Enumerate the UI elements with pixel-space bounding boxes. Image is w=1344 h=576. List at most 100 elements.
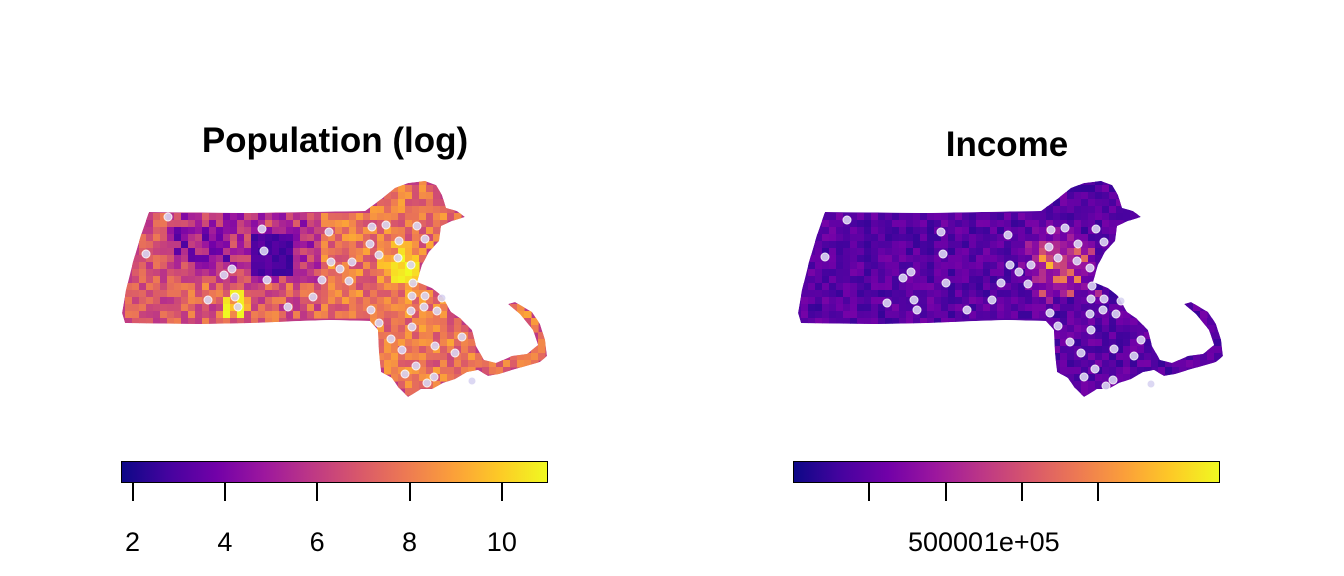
- town-region: [223, 241, 231, 249]
- town-region: [1193, 353, 1201, 361]
- town-region: [265, 269, 273, 277]
- town-region: [843, 304, 851, 312]
- town-region: [202, 290, 210, 298]
- town-region: [223, 220, 231, 228]
- town-region: [391, 227, 399, 235]
- town-region: [969, 220, 977, 228]
- location-point: [411, 361, 421, 371]
- town-region: [990, 290, 998, 298]
- town-region: [808, 262, 816, 270]
- town-region: [1116, 353, 1124, 361]
- town-region: [899, 234, 907, 242]
- town-region: [307, 311, 315, 319]
- town-region: [878, 311, 886, 319]
- town-region: [237, 262, 245, 270]
- town-region: [976, 213, 984, 221]
- town-region: [1081, 318, 1089, 326]
- town-region: [941, 311, 949, 319]
- town-region: [181, 276, 189, 284]
- town-region: [356, 213, 364, 221]
- town-region: [962, 297, 970, 305]
- town-region: [829, 311, 837, 319]
- town-region: [300, 283, 308, 291]
- town-region: [899, 241, 907, 249]
- town-region: [920, 276, 928, 284]
- town-region: [1095, 374, 1103, 382]
- town-region: [230, 318, 238, 326]
- town-region: [864, 220, 872, 228]
- map-shape: [798, 181, 1223, 397]
- town-region: [237, 213, 245, 221]
- town-region: [1109, 227, 1117, 235]
- town-region: [188, 262, 196, 270]
- town-region: [461, 360, 469, 368]
- town-region: [920, 227, 928, 235]
- town-region: [976, 304, 984, 312]
- town-region: [878, 248, 886, 256]
- town-region: [941, 269, 949, 277]
- town-region: [871, 220, 879, 228]
- town-region: [433, 220, 441, 228]
- town-region: [524, 318, 532, 326]
- location-point: [283, 302, 293, 312]
- town-region: [1095, 192, 1103, 200]
- town-region: [321, 269, 329, 277]
- town-region: [146, 241, 154, 249]
- town-region: [1116, 332, 1124, 340]
- town-region: [1039, 248, 1047, 256]
- town-region: [146, 290, 154, 298]
- town-region: [899, 318, 907, 326]
- town-region: [976, 234, 984, 242]
- town-region: [976, 311, 984, 319]
- town-region: [1123, 213, 1131, 221]
- town-region: [927, 248, 935, 256]
- town-region: [426, 311, 434, 319]
- town-region: [990, 276, 998, 284]
- town-region: [279, 290, 287, 298]
- town-region: [412, 346, 420, 354]
- town-region: [836, 248, 844, 256]
- town-region: [864, 283, 872, 291]
- town-region: [384, 339, 392, 347]
- town-region: [279, 311, 287, 319]
- town-region: [265, 290, 273, 298]
- town-region: [899, 255, 907, 263]
- town-region: [1067, 234, 1075, 242]
- town-region: [146, 318, 154, 326]
- town-region: [125, 318, 133, 326]
- town-region: [356, 227, 364, 235]
- town-region: [426, 213, 434, 221]
- town-region: [454, 339, 462, 347]
- location-point: [906, 267, 916, 277]
- town-region: [1074, 374, 1082, 382]
- town-region: [1060, 269, 1068, 277]
- town-region: [822, 262, 830, 270]
- town-region: [307, 248, 315, 256]
- town-region: [1053, 234, 1061, 242]
- town-region: [934, 234, 942, 242]
- location-point: [407, 322, 417, 332]
- town-region: [836, 304, 844, 312]
- town-region: [468, 346, 476, 354]
- town-region: [405, 234, 413, 242]
- town-region: [885, 241, 893, 249]
- town-region: [412, 192, 420, 200]
- town-region: [1116, 346, 1124, 354]
- town-region: [1116, 213, 1124, 221]
- town-region: [349, 304, 357, 312]
- location-point: [344, 276, 354, 286]
- town-region: [934, 262, 942, 270]
- town-region: [1074, 269, 1082, 277]
- town-region: [864, 311, 872, 319]
- town-region: [300, 276, 308, 284]
- town-region: [237, 283, 245, 291]
- town-region: [927, 269, 935, 277]
- town-region: [1039, 213, 1047, 221]
- town-region: [377, 297, 385, 305]
- town-region: [258, 241, 266, 249]
- town-region: [363, 234, 371, 242]
- town-region: [1053, 241, 1061, 249]
- town-region: [426, 339, 434, 347]
- town-region: [391, 269, 399, 277]
- town-region: [1109, 220, 1117, 228]
